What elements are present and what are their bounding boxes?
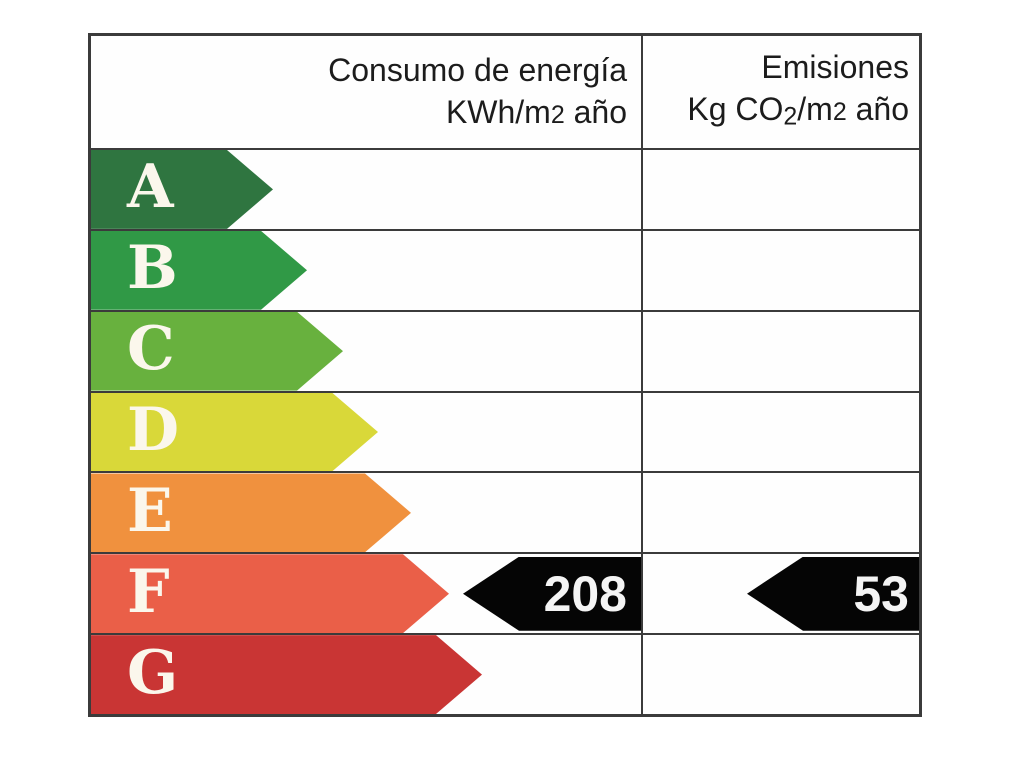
consumption-value: 208 xyxy=(543,565,627,622)
emissions-cell-e xyxy=(641,473,919,553)
consumption-header-line1: Consumo de energía xyxy=(328,51,627,88)
rating-row-b: B xyxy=(91,228,919,310)
rating-arrow-c: C xyxy=(91,312,343,391)
emissions-cell-g xyxy=(641,635,919,715)
rating-arrow-e: E xyxy=(91,473,411,552)
rating-letter-a: A xyxy=(127,152,174,223)
rating-row-a: A xyxy=(91,148,919,229)
rating-row-d: D xyxy=(91,390,919,472)
rating-row-f: F 208 53 xyxy=(91,552,919,634)
rating-arrow-f: F xyxy=(91,554,449,633)
rating-letter-c: C xyxy=(127,314,175,385)
emissions-cell-d xyxy=(641,392,919,472)
emissions-column-header: Emisiones Kg CO2/m2 año xyxy=(641,36,919,148)
rating-letter-e: E xyxy=(127,475,173,546)
emissions-cell-a xyxy=(641,150,919,229)
rating-table: Consumo de energía KWh/m2 año Emisiones … xyxy=(88,33,922,717)
consumption-header-line2: KWh/m2 año xyxy=(445,93,627,130)
rating-letter-d: D xyxy=(127,395,180,465)
consumption-column-header: Consumo de energía KWh/m2 año xyxy=(91,36,641,148)
emissions-value: 53 xyxy=(853,565,909,622)
emissions-cell-b xyxy=(641,230,919,310)
consumption-indicator-arrow: 208 xyxy=(463,556,641,631)
rating-row-c: C xyxy=(91,309,919,391)
rating-arrow-g: G xyxy=(91,635,482,714)
emissions-cell-f: 53 xyxy=(641,554,919,634)
rating-letter-b: B xyxy=(127,233,178,304)
emissions-header-line2: Kg CO2/m2 año xyxy=(687,91,909,131)
rating-arrow-b: B xyxy=(91,231,307,310)
rating-row-g: G xyxy=(91,633,919,715)
rating-rows: A B C xyxy=(91,148,919,715)
rating-arrow-a: A xyxy=(91,150,273,229)
rating-letter-f: F xyxy=(127,556,170,627)
emissions-indicator-arrow: 53 xyxy=(747,556,919,631)
emissions-cell-c xyxy=(641,311,919,391)
rating-letter-g: G xyxy=(127,637,179,708)
rating-row-e: E xyxy=(91,471,919,553)
table-header: Consumo de energía KWh/m2 año Emisiones … xyxy=(91,36,919,148)
rating-arrow-d: D xyxy=(91,393,378,472)
emissions-header-line1: Emisiones xyxy=(761,49,909,86)
